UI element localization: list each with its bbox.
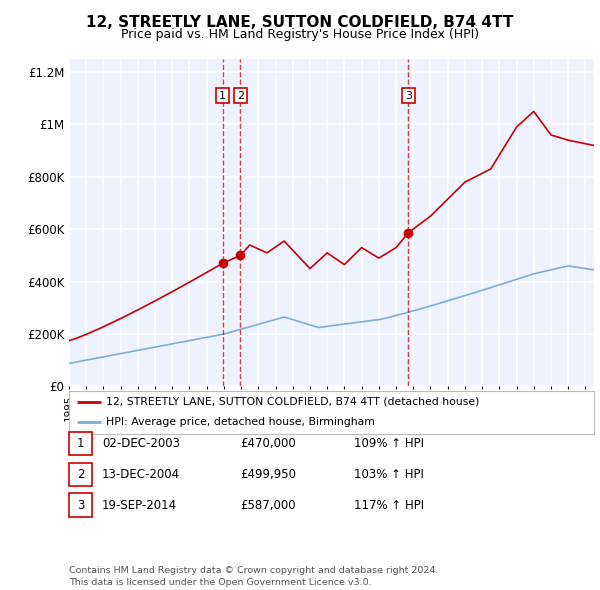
Text: £587,000: £587,000 [240, 499, 296, 512]
Text: 103% ↑ HPI: 103% ↑ HPI [354, 468, 424, 481]
Text: 3: 3 [405, 91, 412, 101]
Text: 2: 2 [237, 91, 244, 101]
Text: 1: 1 [77, 437, 84, 450]
Text: 19-SEP-2014: 19-SEP-2014 [102, 499, 177, 512]
Text: 3: 3 [77, 499, 84, 512]
Text: HPI: Average price, detached house, Birmingham: HPI: Average price, detached house, Birm… [106, 417, 374, 427]
Text: £499,950: £499,950 [240, 468, 296, 481]
Text: 12, STREETLY LANE, SUTTON COLDFIELD, B74 4TT: 12, STREETLY LANE, SUTTON COLDFIELD, B74… [86, 15, 514, 30]
Text: 12, STREETLY LANE, SUTTON COLDFIELD, B74 4TT (detached house): 12, STREETLY LANE, SUTTON COLDFIELD, B74… [106, 397, 479, 407]
Text: 117% ↑ HPI: 117% ↑ HPI [354, 499, 424, 512]
Text: 13-DEC-2004: 13-DEC-2004 [102, 468, 180, 481]
Text: 2: 2 [77, 468, 84, 481]
Text: 109% ↑ HPI: 109% ↑ HPI [354, 437, 424, 450]
Text: Contains HM Land Registry data © Crown copyright and database right 2024.
This d: Contains HM Land Registry data © Crown c… [69, 566, 439, 587]
Text: Price paid vs. HM Land Registry's House Price Index (HPI): Price paid vs. HM Land Registry's House … [121, 28, 479, 41]
Text: 1: 1 [219, 91, 226, 101]
Text: 02-DEC-2003: 02-DEC-2003 [102, 437, 180, 450]
Text: £470,000: £470,000 [240, 437, 296, 450]
